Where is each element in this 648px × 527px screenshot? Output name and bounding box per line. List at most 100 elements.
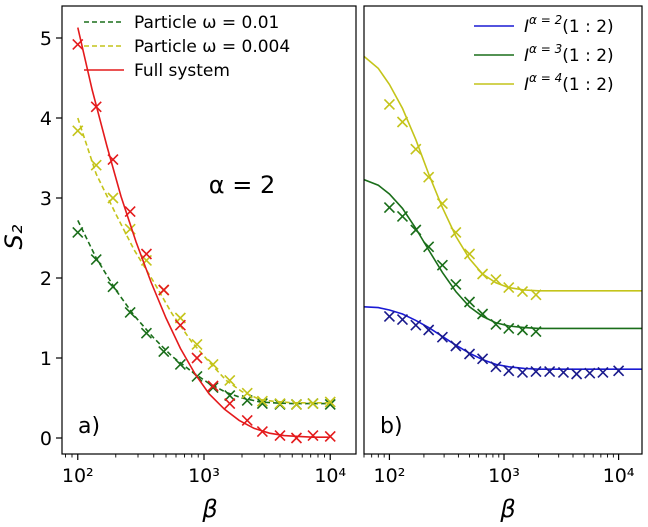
panel-a-series-2-line xyxy=(77,27,331,439)
panel-b-series-1-marker xyxy=(477,308,489,320)
panel-b-series-0-marker xyxy=(503,365,515,377)
marker-stroke xyxy=(571,368,583,380)
panel-a-series-0-marker xyxy=(158,346,170,358)
marker-stroke xyxy=(396,210,409,222)
panel-a: 10² 10³ 10⁴ 0 1 2 3 4 5 S₂ β α = 2 a) Particle ω… xyxy=(0,5,357,523)
panel-a-y-tick-label: 1 xyxy=(40,348,52,370)
panel-a-series-2-marker xyxy=(256,426,268,438)
panel-a-ylabel: S₂ xyxy=(0,224,28,249)
marker-stroke xyxy=(597,366,609,378)
panel-b-series-0-marker xyxy=(613,365,625,377)
panel-a-series-1-marker xyxy=(241,387,253,399)
panel-b-series-2-marker xyxy=(516,286,529,298)
panel-a-series-0-marker xyxy=(90,254,102,266)
marker-stroke xyxy=(124,206,136,218)
panel-a-series-0-marker xyxy=(174,358,186,370)
marker-stroke xyxy=(224,390,236,402)
panel-b-x-tick-label: 10³ xyxy=(488,465,520,487)
panel-b-series-0-marker xyxy=(477,353,489,365)
marker-stroke xyxy=(290,398,303,410)
marker-stroke xyxy=(174,319,186,331)
panel-b-series-1-marker xyxy=(436,259,448,271)
panel-b-series-0-marker xyxy=(490,361,502,373)
panel-a-legend-entry: Full system xyxy=(134,61,230,81)
marker-stroke xyxy=(140,248,153,260)
marker-stroke xyxy=(477,268,489,280)
marker-stroke xyxy=(450,340,462,352)
panel-a-y-tick-label: 5 xyxy=(40,28,52,50)
panel-b-series-1-marker xyxy=(450,278,462,290)
panel-a-series-2-marker xyxy=(241,414,253,426)
marker-stroke xyxy=(436,259,448,271)
panel-a-series-1-marker xyxy=(290,398,303,410)
panel-a-x-tick-label: 10⁴ xyxy=(314,465,346,487)
panel-a-series-0-marker xyxy=(207,382,219,394)
marker-stroke xyxy=(396,116,409,128)
panel-a-series-1-line xyxy=(77,117,331,404)
marker-stroke xyxy=(557,366,569,378)
marker-stroke xyxy=(530,326,542,338)
marker-stroke xyxy=(324,430,336,442)
marker-stroke xyxy=(107,154,119,166)
panel-a-series-1-marker xyxy=(72,125,84,137)
marker-stroke xyxy=(613,365,625,377)
marker-stroke xyxy=(207,380,219,392)
panel-b-legend: Iα = 2(1 : 2) Iα = 3(1 : 2) Iα = 4(1 : 2) xyxy=(474,13,614,95)
marker-stroke xyxy=(450,226,462,238)
panel-a-legend-entry: Particle ω = 0.004 xyxy=(134,37,290,57)
marker-stroke xyxy=(72,125,84,137)
panel-b-series-0-marker xyxy=(597,366,609,378)
panel-b-series-1-marker xyxy=(383,202,395,214)
panel-b-series-2-marker xyxy=(477,268,489,280)
panel-a-y-tick-label: 3 xyxy=(40,188,52,210)
marker-stroke xyxy=(224,374,236,386)
panel-b-frame xyxy=(363,5,643,455)
panel-a-series-2-marker xyxy=(90,101,102,113)
marker-stroke xyxy=(90,159,102,171)
marker-stroke xyxy=(324,398,336,410)
marker-stroke xyxy=(307,398,319,410)
marker-stroke xyxy=(158,346,170,358)
panel-b-series-1-line xyxy=(363,178,642,330)
marker-stroke xyxy=(463,248,476,260)
panel-a-series-2-marker xyxy=(174,319,186,331)
panel-b-series-2-marker xyxy=(383,98,395,110)
panel-a-series-0-line xyxy=(77,220,331,405)
marker-stroke xyxy=(383,310,395,322)
marker-stroke xyxy=(256,395,268,407)
marker-stroke xyxy=(307,430,319,442)
panel-a-y-tick-label: 0 xyxy=(40,428,52,450)
panel-a-series-1-marker xyxy=(207,358,219,370)
panel-b-series-2-line xyxy=(363,55,642,292)
panel-b-series xyxy=(363,55,642,380)
marker-stroke xyxy=(463,296,476,308)
panel-a-series-1-marker xyxy=(191,338,203,350)
panel-b-series-2-marker xyxy=(410,143,422,155)
panel-a-series-0-marker xyxy=(324,398,336,410)
panel-a-series-1-marker xyxy=(274,398,286,410)
panel-b-series-1-marker xyxy=(530,326,542,338)
marker-stroke xyxy=(423,324,435,336)
marker-stroke xyxy=(383,98,395,110)
panel-b-legend-entry: Iα = 3(1 : 2) xyxy=(524,42,614,66)
panel-a-legend-entry: Particle ω = 0.01 xyxy=(134,13,279,33)
panel-b-series-0-marker xyxy=(530,366,542,378)
panel-b-series-2-marker xyxy=(490,274,502,286)
panel-a-annotation: α = 2 xyxy=(209,171,275,199)
panel-a-series-0-marker xyxy=(224,390,236,402)
marker-stroke xyxy=(383,202,395,214)
panel-b-series-1-marker xyxy=(516,324,529,336)
marker-stroke xyxy=(410,319,422,331)
marker-stroke xyxy=(423,241,435,253)
marker-stroke xyxy=(477,308,489,320)
marker-stroke xyxy=(503,322,515,334)
panel-a-frame xyxy=(61,5,357,455)
panel-a-series-2-marker xyxy=(158,284,170,296)
panel-b-series-0-marker xyxy=(571,368,583,380)
marker-stroke xyxy=(544,366,556,378)
panel-a-y-tick-label: 4 xyxy=(40,108,52,130)
marker-stroke xyxy=(516,366,529,378)
marker-stroke xyxy=(436,198,448,210)
marker-stroke xyxy=(174,358,186,370)
marker-stroke xyxy=(530,289,542,301)
